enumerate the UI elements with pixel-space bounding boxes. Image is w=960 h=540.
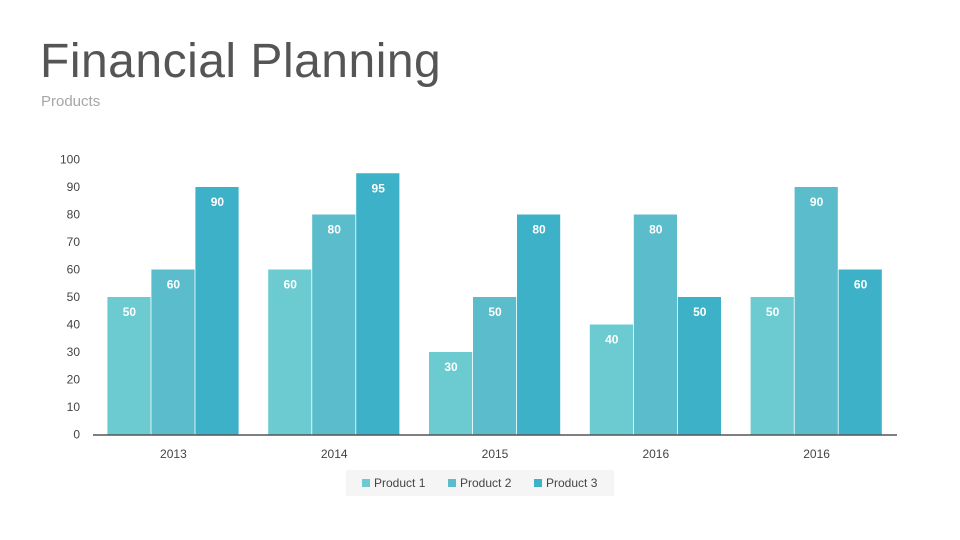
y-tick-label: 60 xyxy=(67,263,81,277)
bar-value-label: 80 xyxy=(532,223,546,237)
bar-value-label: 50 xyxy=(123,305,137,319)
bar-value-label: 50 xyxy=(766,305,780,319)
bar-value-label: 90 xyxy=(211,195,225,209)
bar xyxy=(268,269,312,435)
legend-label: Product 2 xyxy=(460,476,512,490)
page-subtitle: Products xyxy=(41,93,101,110)
bar-value-label: 30 xyxy=(444,360,458,374)
y-tick-label: 10 xyxy=(67,400,81,414)
page-title: Financial Planning xyxy=(40,35,442,88)
bar-value-label: 95 xyxy=(372,181,386,195)
x-tick-label: 2013 xyxy=(160,447,187,461)
bar-value-label: 50 xyxy=(693,305,707,319)
x-tick-label: 2016 xyxy=(642,447,669,461)
legend-swatch xyxy=(534,479,542,487)
bar xyxy=(633,214,677,435)
bar xyxy=(356,173,400,435)
y-tick-label: 100 xyxy=(60,153,80,167)
legend-swatch xyxy=(448,479,456,487)
y-tick-label: 40 xyxy=(67,318,81,332)
bar-value-label: 50 xyxy=(488,305,502,319)
bar xyxy=(677,297,721,435)
y-tick-label: 30 xyxy=(67,345,81,359)
x-tick-label: 2014 xyxy=(321,447,348,461)
legend-swatch xyxy=(362,479,370,487)
y-tick-label: 70 xyxy=(67,235,81,249)
bar-value-label: 80 xyxy=(649,223,663,237)
x-tick-label: 2016 xyxy=(803,447,830,461)
bar-value-label: 80 xyxy=(328,223,342,237)
y-tick-label: 80 xyxy=(67,208,81,222)
y-tick-label: 90 xyxy=(67,180,81,194)
bar xyxy=(429,352,473,435)
bar xyxy=(750,297,794,435)
bar xyxy=(589,324,633,435)
bar xyxy=(195,187,239,435)
bar-value-label: 60 xyxy=(284,278,298,292)
bar xyxy=(794,187,838,435)
y-tick-label: 20 xyxy=(67,373,81,387)
y-tick-label: 0 xyxy=(73,428,80,442)
bar xyxy=(312,214,356,435)
legend-box xyxy=(346,470,614,496)
x-tick-label: 2015 xyxy=(482,447,509,461)
bar-value-label: 40 xyxy=(605,333,619,347)
bar xyxy=(517,214,561,435)
bar-value-label: 90 xyxy=(810,195,824,209)
bar xyxy=(838,269,882,435)
y-tick-label: 50 xyxy=(67,290,81,304)
bar xyxy=(107,297,151,435)
bar xyxy=(473,297,517,435)
bar xyxy=(151,269,195,435)
legend-label: Product 3 xyxy=(546,476,598,490)
bar-value-label: 60 xyxy=(167,278,181,292)
legend-label: Product 1 xyxy=(374,476,426,490)
bar-value-label: 60 xyxy=(854,278,868,292)
